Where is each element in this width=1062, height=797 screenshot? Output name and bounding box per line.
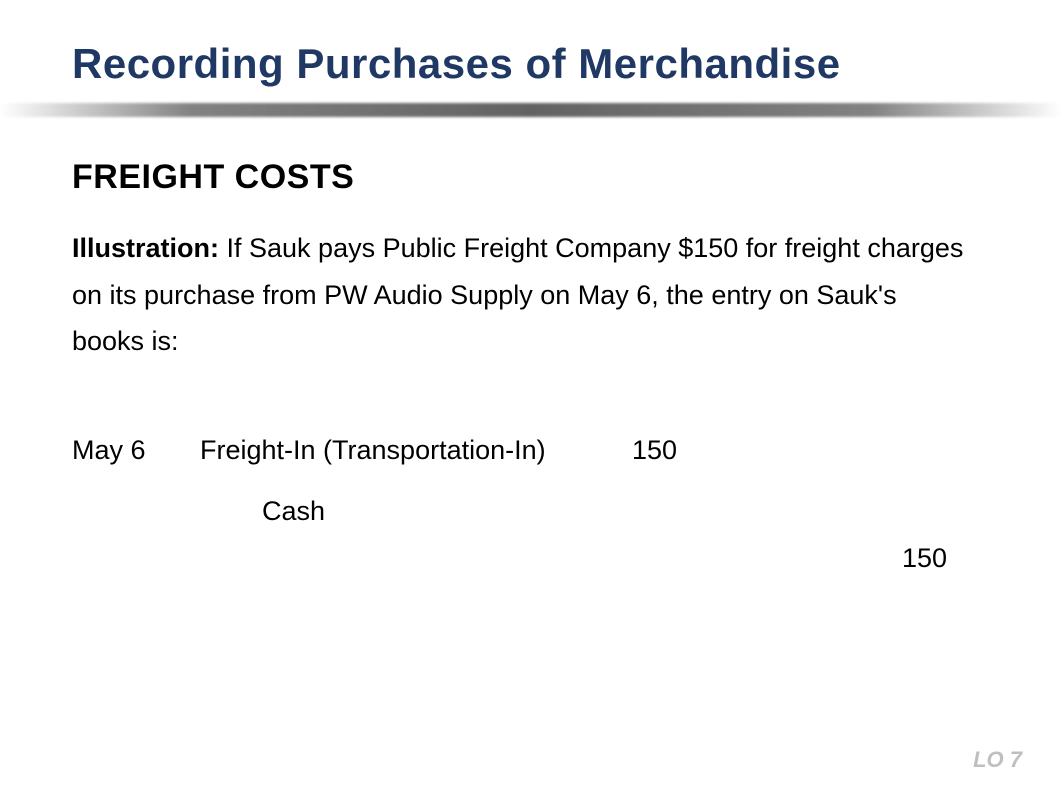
illustration-paragraph: Illustration: If Sauk pays Public Freigh… bbox=[72, 225, 972, 365]
slide: Recording Purchases of Merchandise FREIG… bbox=[0, 0, 1062, 797]
section-heading: FREIGHT COSTS bbox=[72, 158, 354, 197]
journal-debit-row: May 6 Freight-In (Transportation-In) 150 bbox=[72, 435, 972, 466]
learning-objective-footer: LO 7 bbox=[973, 747, 1022, 773]
debit-account: Freight-In (Transportation-In) bbox=[200, 435, 632, 466]
illustration-label: Illustration: bbox=[72, 233, 219, 263]
entry-date: May 6 bbox=[72, 435, 200, 466]
credit-account: Cash bbox=[200, 496, 632, 527]
title-divider bbox=[0, 103, 1062, 117]
debit-amount: 150 bbox=[632, 435, 742, 466]
journal-entry: May 6 Freight-In (Transportation-In) 150… bbox=[72, 435, 972, 574]
credit-amount: 150 bbox=[902, 543, 1012, 574]
journal-credit-amount-row: 150 bbox=[72, 543, 972, 574]
journal-credit-row: Cash bbox=[72, 496, 972, 527]
slide-title: Recording Purchases of Merchandise bbox=[72, 40, 841, 88]
